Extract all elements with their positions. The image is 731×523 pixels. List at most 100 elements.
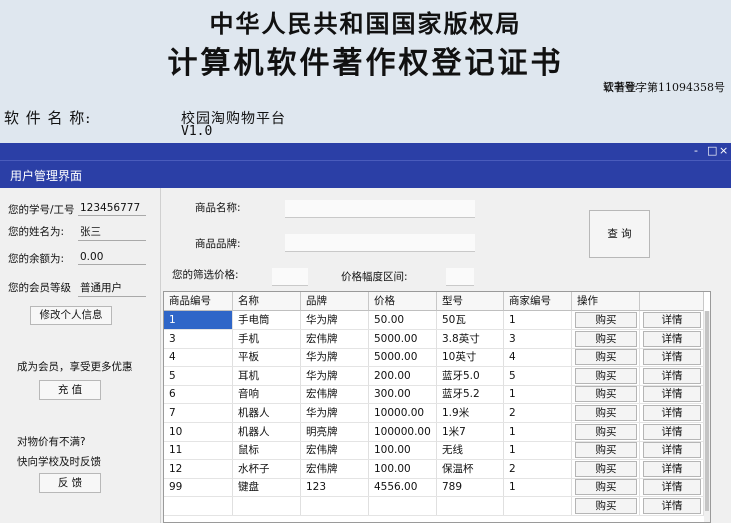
detail-button[interactable]: 详情 — [643, 349, 701, 366]
cell-model[interactable]: 蓝牙5.0 — [437, 366, 504, 385]
cell-model[interactable]: 50瓦 — [437, 311, 504, 329]
cell-merchant-id[interactable]: 1 — [504, 422, 572, 441]
cell-product-id[interactable]: 4 — [164, 348, 233, 367]
cell-name[interactable]: 鼠标 — [233, 441, 301, 460]
cell-product-id[interactable]: 11 — [164, 441, 233, 460]
cell-model[interactable]: 1米7 — [437, 422, 504, 441]
cell-merchant-id[interactable] — [504, 497, 572, 515]
table-row[interactable]: 5 耳机 华为牌 200.00 蓝牙5.0 5 购买 详情 — [164, 366, 704, 386]
cell-merchant-id[interactable]: 3 — [504, 329, 572, 348]
buy-button[interactable]: 购买 — [575, 367, 637, 384]
cell-product-id[interactable]: 10 — [164, 422, 233, 441]
vertical-scrollbar[interactable] — [704, 311, 710, 522]
detail-button[interactable]: 详情 — [643, 460, 701, 477]
detail-button[interactable]: 详情 — [643, 498, 701, 514]
table-row[interactable]: 7 机器人 华为牌 10000.00 1.9米 2 购买 详情 — [164, 404, 704, 423]
cell-brand[interactable]: 宏伟牌 — [301, 459, 369, 478]
cell-name[interactable]: 键盘 — [233, 478, 301, 497]
cell-price[interactable]: 300.00 — [369, 385, 437, 404]
cell-product-id[interactable]: 5 — [164, 366, 233, 385]
cell-model[interactable] — [437, 497, 504, 515]
buy-button[interactable]: 购买 — [575, 460, 637, 477]
detail-button[interactable]: 详情 — [643, 479, 701, 496]
cell-price[interactable]: 5000.00 — [369, 348, 437, 367]
table-row[interactable]: 1 手电筒 华为牌 50.00 50瓦 1 购买 详情 — [164, 311, 704, 330]
close-icon[interactable]: × — [719, 144, 729, 157]
cell-model[interactable]: 保温杯 — [437, 459, 504, 478]
buy-button[interactable]: 购买 — [575, 312, 637, 328]
cell-name[interactable]: 手机 — [233, 329, 301, 348]
cell-name[interactable]: 手电筒 — [233, 311, 301, 329]
cell-model[interactable]: 789 — [437, 478, 504, 497]
table-row[interactable]: 3 手机 宏伟牌 5000.00 3.8英寸 3 购买 详情 — [164, 329, 704, 349]
table-row[interactable]: 10 机器人 明亮牌 100000.00 1米7 1 购买 详情 — [164, 422, 704, 442]
cell-brand[interactable]: 明亮牌 — [301, 422, 369, 441]
cell-model[interactable]: 1.9米 — [437, 404, 504, 422]
cell-product-id[interactable]: 6 — [164, 385, 233, 404]
buy-button[interactable]: 购买 — [575, 405, 637, 421]
cell-name[interactable]: 水杯子 — [233, 459, 301, 478]
cell-product-id[interactable]: 1 — [164, 311, 233, 329]
cell-name[interactable]: 音响 — [233, 385, 301, 404]
cell-price[interactable]: 100.00 — [369, 441, 437, 460]
detail-button[interactable]: 详情 — [643, 442, 701, 459]
cell-brand[interactable]: 宏伟牌 — [301, 385, 369, 404]
price-range-input[interactable] — [446, 268, 474, 286]
minimize-icon[interactable]: - — [694, 144, 698, 157]
cell-product-id[interactable]: 99 — [164, 478, 233, 497]
cell-brand[interactable] — [301, 497, 369, 515]
cell-product-id[interactable]: 12 — [164, 459, 233, 478]
header-detail[interactable] — [640, 292, 704, 311]
cell-price[interactable] — [369, 497, 437, 515]
cell-name[interactable]: 平板 — [233, 348, 301, 367]
header-product-id[interactable]: 商品编号 — [164, 292, 233, 311]
buy-button[interactable]: 购买 — [575, 442, 637, 459]
table-row[interactable]: 购买 详情 — [164, 497, 704, 516]
cell-brand[interactable]: 华为牌 — [301, 311, 369, 329]
cell-price[interactable]: 100000.00 — [369, 422, 437, 441]
table-row[interactable]: 11 鼠标 宏伟牌 100.00 无线 1 购买 详情 — [164, 441, 704, 461]
header-price[interactable]: 价格 — [369, 292, 437, 311]
cell-product-id[interactable]: 7 — [164, 404, 233, 422]
scrollbar-thumb[interactable] — [705, 311, 709, 511]
cell-name[interactable]: 机器人 — [233, 422, 301, 441]
recharge-button[interactable]: 充 值 — [39, 380, 101, 400]
cell-merchant-id[interactable]: 2 — [504, 404, 572, 422]
cell-brand[interactable]: 123 — [301, 478, 369, 497]
cell-price[interactable]: 5000.00 — [369, 329, 437, 348]
cell-merchant-id[interactable]: 1 — [504, 441, 572, 460]
cell-name[interactable]: 机器人 — [233, 404, 301, 422]
cell-merchant-id[interactable]: 1 — [504, 385, 572, 404]
cell-price[interactable]: 100.00 — [369, 459, 437, 478]
table-row[interactable]: 6 音响 宏伟牌 300.00 蓝牙5.2 1 购买 详情 — [164, 385, 704, 405]
cell-price[interactable]: 10000.00 — [369, 404, 437, 422]
buy-button[interactable]: 购买 — [575, 498, 637, 514]
detail-button[interactable]: 详情 — [643, 330, 701, 347]
cell-brand[interactable]: 宏伟牌 — [301, 441, 369, 460]
product-brand-input[interactable] — [285, 234, 475, 252]
buy-button[interactable]: 购买 — [575, 330, 637, 347]
maximize-icon[interactable]: □ — [707, 144, 718, 157]
buy-button[interactable]: 购买 — [575, 479, 637, 496]
cell-brand[interactable]: 华为牌 — [301, 348, 369, 367]
cell-merchant-id[interactable]: 1 — [504, 478, 572, 497]
cell-model[interactable]: 10英寸 — [437, 348, 504, 367]
cell-name[interactable] — [233, 497, 301, 515]
buy-button[interactable]: 购买 — [575, 349, 637, 366]
cell-price[interactable]: 4556.00 — [369, 478, 437, 497]
price-filter-input[interactable] — [272, 268, 308, 286]
cell-name[interactable]: 耳机 — [233, 366, 301, 385]
cell-brand[interactable]: 宏伟牌 — [301, 329, 369, 348]
cell-merchant-id[interactable]: 1 — [504, 311, 572, 329]
table-row[interactable]: 12 水杯子 宏伟牌 100.00 保温杯 2 购买 详情 — [164, 459, 704, 479]
edit-profile-button[interactable]: 修改个人信息 — [30, 306, 112, 325]
cell-price[interactable]: 200.00 — [369, 366, 437, 385]
header-actions[interactable]: 操作 — [572, 292, 640, 311]
header-merchant-id[interactable]: 商家编号 — [504, 292, 572, 311]
table-row[interactable]: 99 键盘 123 4556.00 789 1 购买 详情 — [164, 478, 704, 498]
detail-button[interactable]: 详情 — [643, 312, 701, 328]
detail-button[interactable]: 详情 — [643, 405, 701, 421]
cell-product-id[interactable]: 3 — [164, 329, 233, 348]
buy-button[interactable]: 购买 — [575, 423, 637, 440]
cell-model[interactable]: 蓝牙5.2 — [437, 385, 504, 404]
